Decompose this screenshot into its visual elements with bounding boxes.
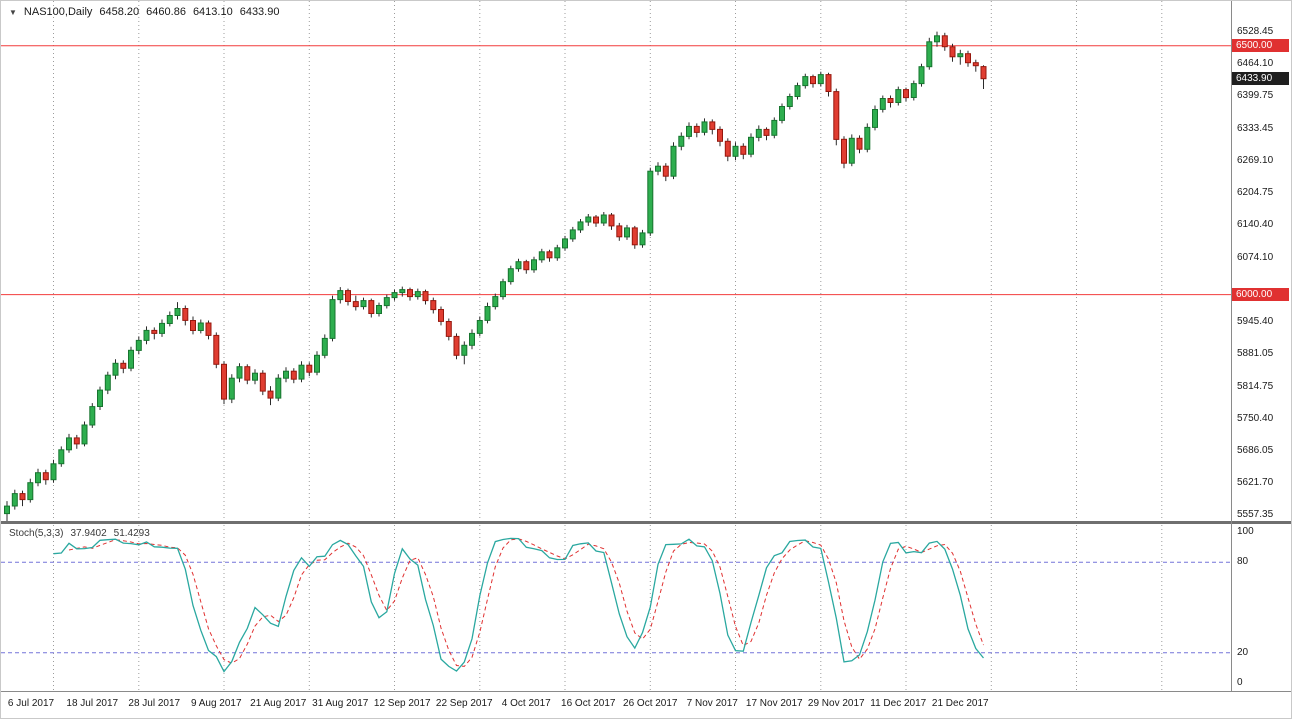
indicator-axis-label: 20 [1237, 646, 1249, 658]
date-axis-label: 22 Sep 2017 [435, 698, 493, 709]
date-axis-label: 28 Jul 2017 [128, 698, 181, 709]
price-axis-label: 6528.45 [1237, 25, 1274, 37]
price-axis-label: 6464.10 [1237, 57, 1274, 69]
symbol-ohlc-label: ▼ NAS100,Daily 6458.20 6460.86 6413.10 6… [9, 6, 279, 18]
price-axis-label: 5881.05 [1237, 347, 1274, 359]
hline-price-badge: 6000.00 [1232, 287, 1289, 301]
price-axis[interactable]: 6528.45 6464.10 6399.75 6333.45 6269.10 6204.… [1231, 1, 1291, 718]
date-axis-label: 17 Nov 2017 [745, 698, 803, 709]
price-axis-label: 6333.45 [1237, 122, 1274, 134]
price-axis-label: 6269.10 [1237, 154, 1274, 166]
indicator-signal-value: 51.4293 [113, 528, 150, 539]
date-axis-label: 11 Dec 2017 [870, 698, 927, 709]
indicator-axis-label: 0 [1237, 677, 1243, 688]
indicator-main-value: 37.9402 [70, 528, 107, 539]
date-axis-label: 9 Aug 2017 [190, 698, 242, 709]
date-axis-label: 31 Aug 2017 [312, 698, 369, 709]
price-axis-label: 6140.40 [1237, 218, 1274, 230]
price-axis-label: 5686.05 [1237, 444, 1274, 456]
price-axis-label: 5621.70 [1237, 476, 1274, 488]
price-axis-label: 5750.40 [1237, 412, 1274, 424]
price-axis-label: 5945.40 [1237, 315, 1274, 327]
date-axis-label: 4 Oct 2017 [501, 698, 551, 709]
date-axis-label: 6 Jul 2017 [7, 698, 55, 709]
price-axis-label: 6074.10 [1237, 251, 1274, 263]
date-axis-label: 7 Nov 2017 [686, 698, 738, 709]
indicator-axis-label: 100 [1237, 526, 1254, 537]
date-axis[interactable]: 6 Jul 2017 18 Jul 2017 28 Jul 2017 9 Aug 20… [1, 691, 1231, 718]
collapse-arrow-icon[interactable]: ▼ [9, 7, 17, 17]
current-price-badge: 6433.90 [1232, 71, 1289, 85]
date-axis-label: 12 Sep 2017 [373, 698, 431, 709]
symbol-label: NAS100,Daily [23, 6, 93, 18]
date-axis-label: 21 Dec 2017 [931, 698, 989, 709]
price-axis-label: 6399.75 [1237, 89, 1274, 101]
ohlc-open: 6458.20 [99, 6, 140, 18]
indicator-label: Stoch(5,3,3) 37.9402 51.4293 [9, 528, 150, 539]
price-axis-label: 6204.75 [1237, 186, 1274, 198]
ohlc-high: 6460.86 [146, 6, 186, 18]
price-axis-label: 5814.75 [1237, 380, 1274, 392]
indicator-axis-label: 80 [1237, 556, 1249, 568]
indicator-name: Stoch(5,3,3) [9, 528, 64, 539]
date-axis-label: 21 Aug 2017 [250, 698, 307, 709]
price-axis-label: 5557.35 [1237, 508, 1274, 520]
date-axis-label: 16 Oct 2017 [561, 698, 616, 709]
ohlc-low: 6413.10 [192, 6, 233, 18]
ohlc-close: 6433.90 [239, 6, 280, 18]
date-axis-label: 18 Jul 2017 [66, 698, 119, 709]
hline-price-badge: 6500.00 [1232, 38, 1289, 52]
date-axis-label: 26 Oct 2017 [623, 698, 678, 709]
date-axis-label: 29 Nov 2017 [807, 698, 865, 709]
